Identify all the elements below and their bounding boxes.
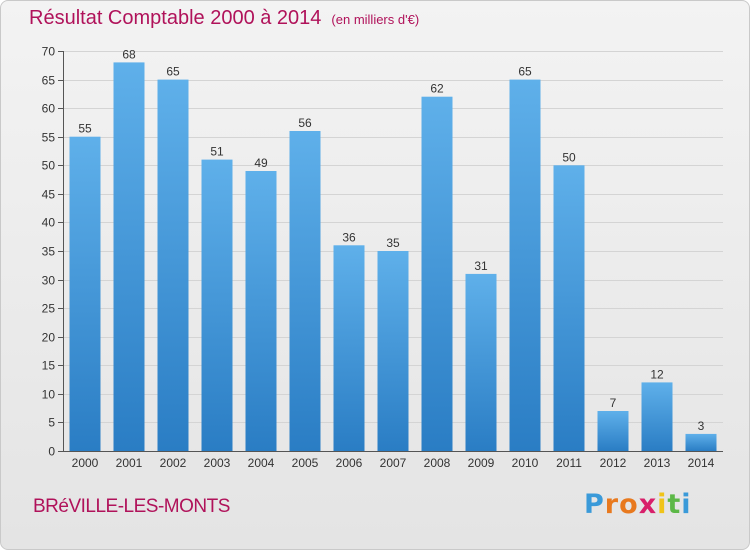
bar-2006 [333,245,365,451]
bar-2004 [245,171,277,451]
x-tick-label: 2000 [72,456,99,470]
chart-title: Résultat Comptable 2000 à 2014 (en millie… [29,7,419,30]
bar-2000 [69,136,101,451]
bar-2014 [685,433,717,451]
y-tick-label: 25 [42,302,56,316]
data-label-2006: 36 [342,230,356,244]
bars [69,62,717,452]
data-label-2012: 7 [610,396,617,410]
bar-2001 [113,62,145,452]
x-tick-label: 2014 [688,456,715,470]
y-tick-label: 0 [48,445,55,459]
data-label-2004: 49 [254,156,268,170]
data-label-2009: 31 [474,259,488,273]
y-tick-label: 15 [42,359,56,373]
y-tick-label: 40 [42,216,56,230]
data-label-2011: 50 [562,150,576,164]
bar-2003 [201,159,233,451]
x-tick-label: 2007 [380,456,407,470]
chart-unit: (en milliers d'€) [331,12,420,27]
bar-2010 [509,79,541,451]
data-label-2010: 65 [518,65,532,79]
logo-letter: o [619,489,639,520]
data-label-2014: 3 [698,419,705,433]
axes: 0 5 10 15 20 25 30 35 40 45 50 55 60 65 70 2000 2001 2002… [42,45,723,470]
logo-letter: i [657,489,668,520]
x-tick-label: 2012 [600,456,627,470]
municipality-name: BRéVILLE-LES-MONTS [33,496,230,517]
x-tick-label: 2001 [116,456,143,470]
chart-title-text: Résultat Comptable 2000 à 2014 [29,7,322,29]
bar-2005 [289,131,321,451]
data-label-2005: 56 [298,116,312,130]
bar-2007 [377,251,409,451]
x-tick-label: 2010 [512,456,539,470]
bar-2012 [597,411,629,451]
logo-letter: t [667,489,682,520]
y-tick-label: 50 [42,159,56,173]
data-label-2001: 68 [122,47,136,61]
y-tick-label: 30 [42,274,56,288]
x-tick-label: 2004 [248,456,275,470]
x-tick-label: 2011 [556,456,582,470]
x-tick-label: 2006 [336,456,363,470]
bar-2009 [465,273,497,451]
bar-2013 [641,382,673,451]
y-tick-label: 55 [42,131,56,145]
data-label-2003: 51 [210,145,224,159]
x-tick-label: 2005 [292,456,319,470]
y-tick-label: 65 [42,74,56,88]
proxiti-logo: Proxiti [584,489,692,520]
data-label-2002: 65 [166,65,180,79]
x-tick-label: 2008 [424,456,451,470]
x-tick-label: 2003 [204,456,231,470]
x-tick-label: 2013 [644,456,671,470]
bar-2011 [553,165,585,452]
logo-letter: x [638,489,658,520]
data-label-2000: 55 [78,122,92,136]
y-tick-label: 60 [42,102,56,116]
bar-2002 [157,79,189,451]
data-label-2007: 35 [386,236,400,250]
x-tick-label: 2009 [468,456,495,470]
data-label-2013: 12 [650,367,664,381]
data-labels: 55 68 65 51 49 56 36 35 62 31 65 50 7 12 3 [78,47,704,432]
y-tick-label: 10 [42,388,56,402]
y-tick-label: 35 [42,245,56,259]
y-tick-label: 5 [48,416,55,430]
logo-letter: P [584,489,605,520]
y-tick-label: 70 [42,45,56,59]
y-tick-label: 20 [42,331,56,345]
y-tick-label: 45 [42,188,56,202]
data-label-2008: 62 [430,82,444,96]
logo-letter: r [604,489,620,520]
x-tick-label: 2002 [160,456,187,470]
bar-2008 [421,96,453,451]
logo-letter: i [681,489,692,520]
